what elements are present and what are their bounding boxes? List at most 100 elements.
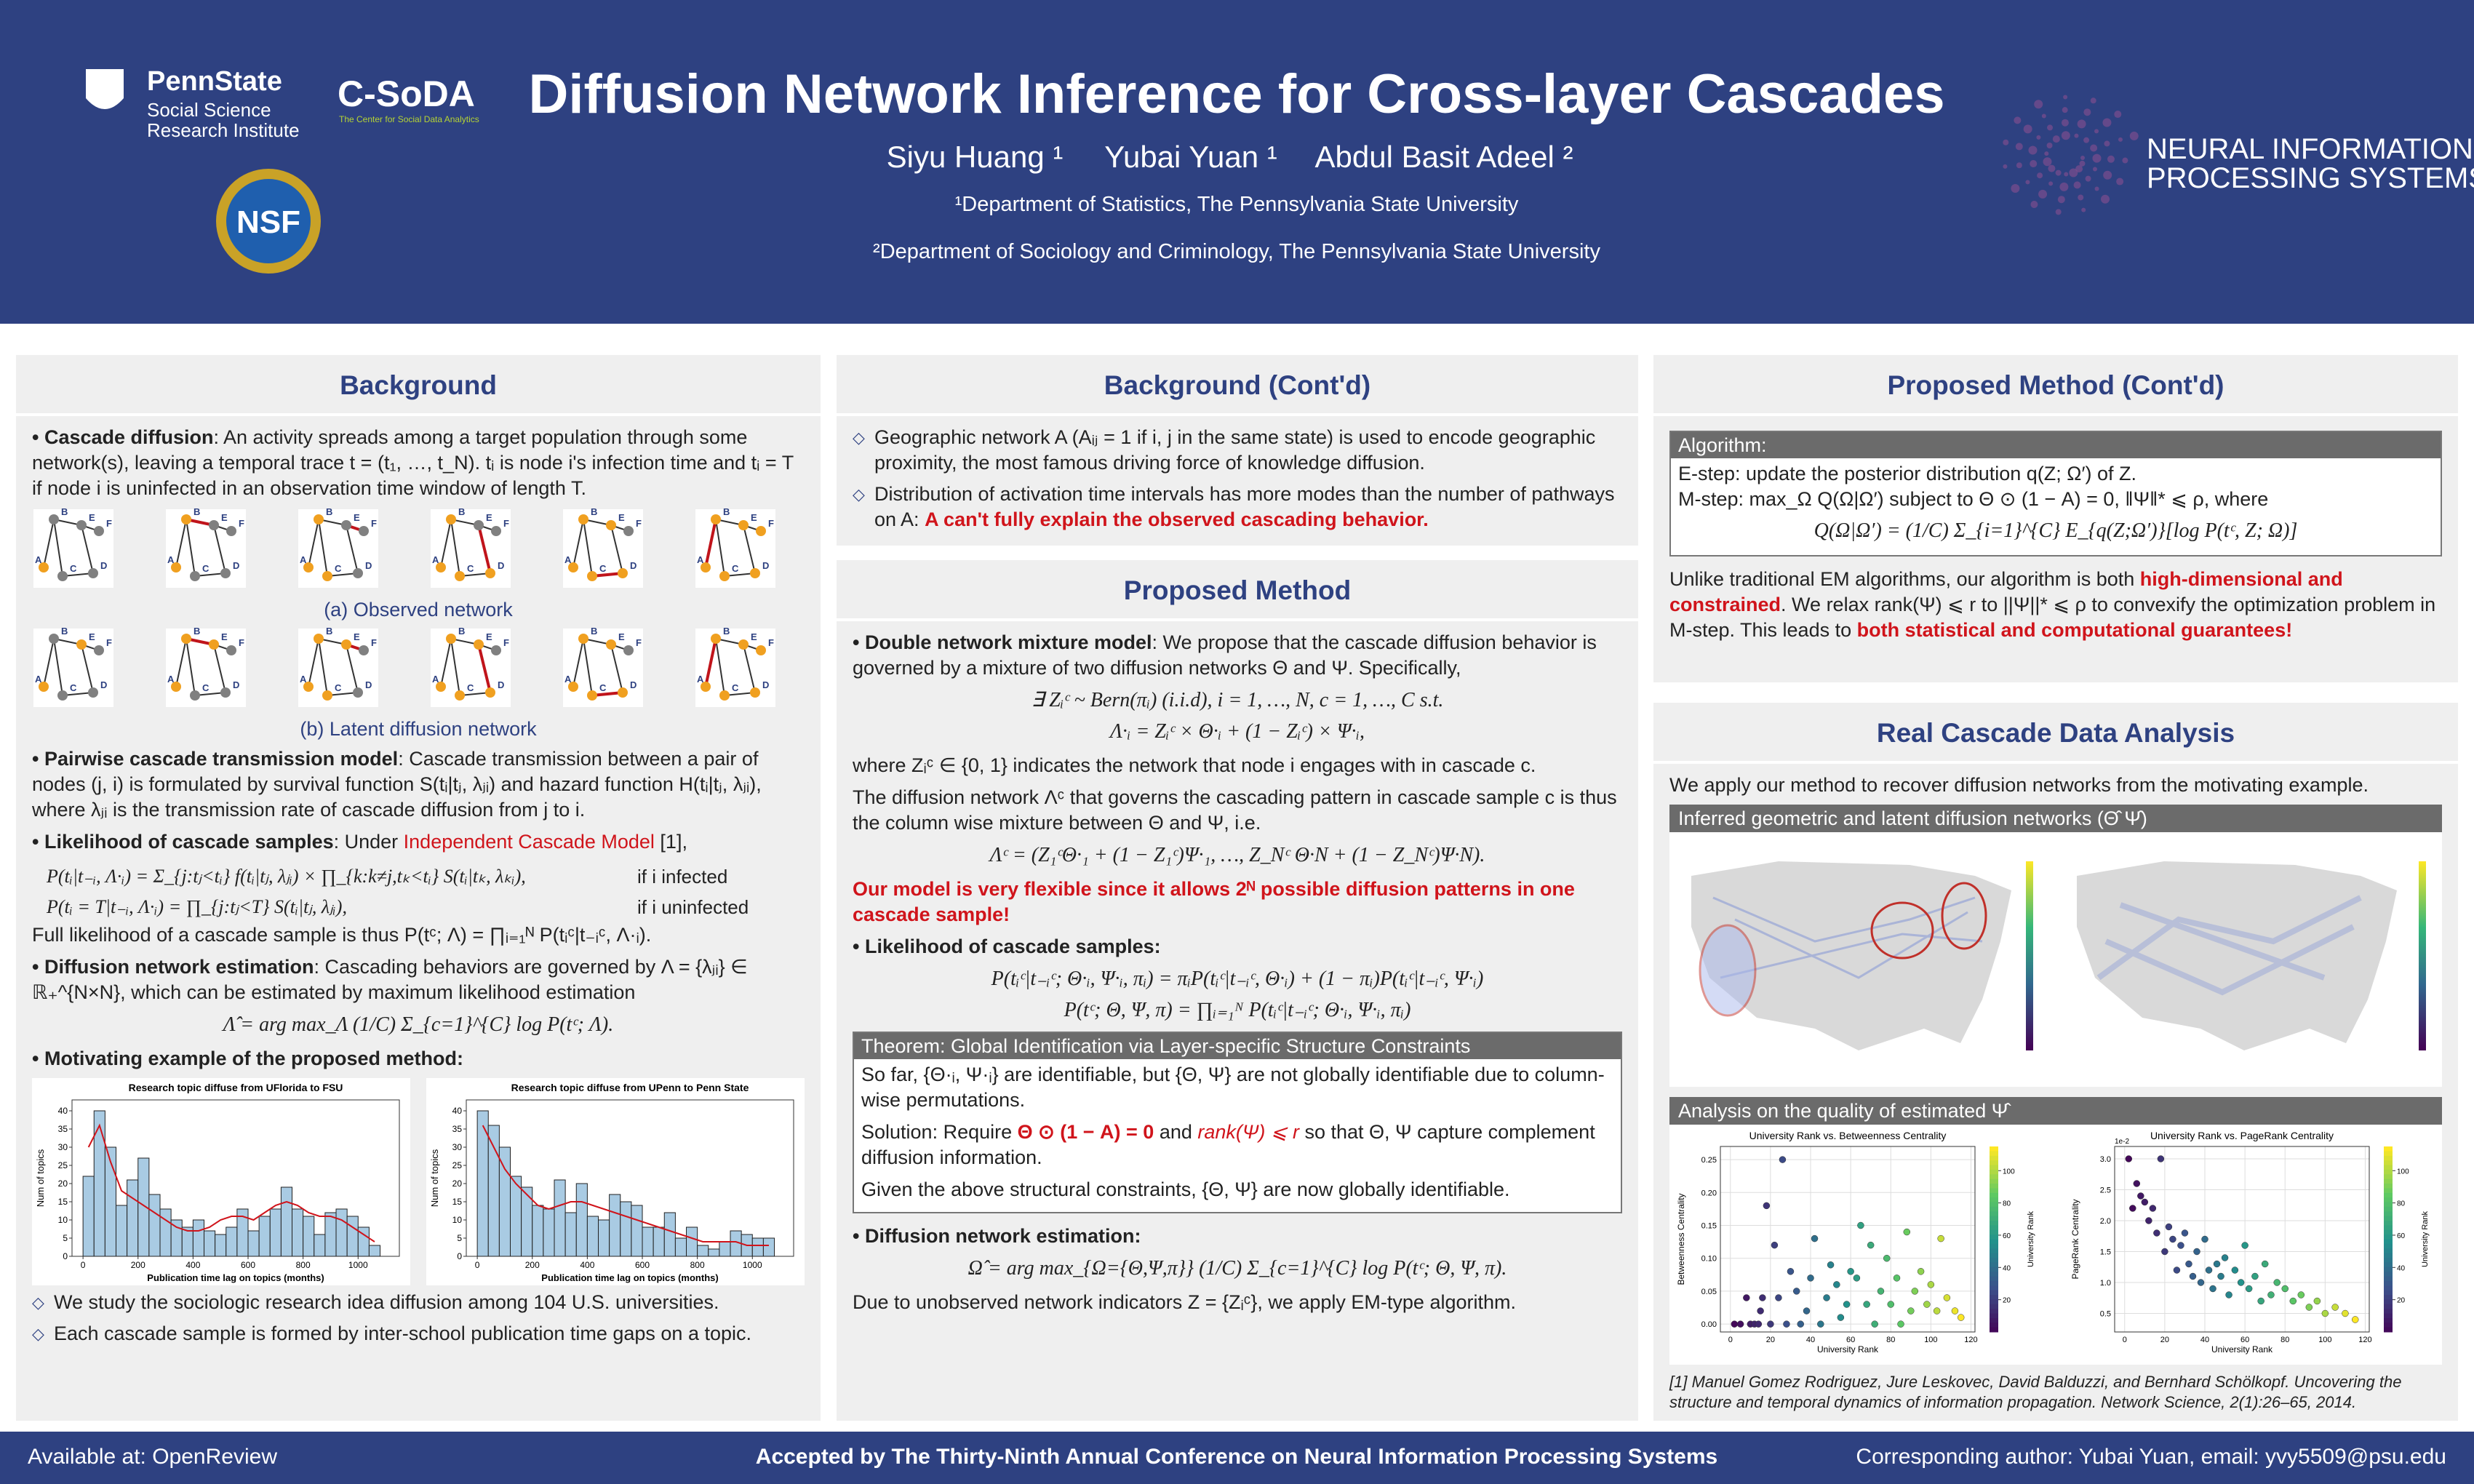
point [2189,1272,2197,1280]
node-label: F [239,518,244,529]
node-label: A [697,554,704,565]
colorbar-cell [2384,1248,2393,1254]
node-label: B [458,508,465,517]
bar [719,1241,731,1257]
node [88,687,98,698]
node-label: B [193,627,200,637]
node [181,634,191,644]
node [436,682,446,692]
edge [185,638,196,696]
edge [175,638,187,687]
point [1763,1202,1771,1210]
node-label: A [300,674,307,685]
poster-title: Diffusion Network Inference for Cross-la… [528,63,1944,125]
node-label: D [233,560,239,571]
panel-body: • Double network mixture model: We propo… [837,621,1638,1315]
reference: [1] Manuel Gomez Rodriguez, Jure Leskove… [1669,1373,2402,1411]
logo-dot [2055,169,2062,176]
edge [194,692,226,696]
y-tick-label: 0.05 [1701,1288,1717,1296]
colorbar-tick-label: 20 [2003,1297,2011,1305]
colorbar-cell [1990,1151,1998,1157]
logo-dot [2114,111,2122,119]
x-tick-label: 60 [1846,1336,1855,1344]
paragraph: Our model is very flexible since it allo… [853,878,1575,925]
point [2173,1266,2181,1274]
point [1883,1254,1891,1262]
colorbar-cell [2384,1229,2393,1235]
x-tick-label: 1000 [743,1260,762,1270]
bar [148,1194,161,1257]
lead: • Likelihood of cascade samples [32,831,334,853]
logo-dot [2092,167,2097,172]
point [2251,1272,2259,1280]
logo-dot [2023,124,2032,134]
logo-dot [2011,183,2020,193]
node-label: C [202,682,210,693]
colorbar-cell [2384,1174,2393,1180]
colorbar-cell [2384,1211,2393,1217]
colorbar-cell [1990,1317,1998,1323]
node-label: A [35,674,42,685]
bar [357,1226,370,1257]
network-thumbnail: A B C D EF [695,506,775,588]
logo-dot [2003,139,2009,145]
bar [159,1208,172,1257]
panel-heading: Background [16,355,821,416]
y-tick-label: 0.00 [1701,1320,1717,1329]
node [76,520,87,530]
colorbar-cell [2384,1304,2393,1309]
paragraph: Given the above structural constraints, … [861,1178,1510,1200]
logo-dot [2061,119,2069,127]
network-thumbnail: A B C D EF [431,506,511,588]
text: : We propose that the cascade diffusion … [853,631,1597,679]
y-tick-label: 5 [457,1233,462,1243]
logo-dot [2094,129,2099,134]
edge [743,644,756,693]
paragraph: M-step: max_Ω Q(Ω|Ω′) subject to Θ ⊙ (1 … [1678,488,2269,510]
paragraph: • Likelihood of cascade samples: Under I… [32,829,805,855]
point [1792,1288,1800,1295]
edge [715,519,725,577]
logo-dot [2122,157,2128,164]
point [2281,1285,2289,1293]
paragraph: where Zᵢᶜ ∈ {0, 1} indicates the network… [853,754,1536,776]
colorbar-cell [1990,1299,1998,1305]
point [2125,1155,2133,1162]
edge [459,573,491,577]
logo-text: NEURAL INFORMATION [2147,133,2473,165]
node-label: B [61,508,68,517]
y-tick-label: 0.25 [1701,1156,1717,1165]
colorbar-cell [2384,1323,2393,1328]
logo-dot [2034,100,2043,109]
logo-dot [2079,160,2086,167]
point [2141,1198,2149,1206]
bar [762,1237,775,1257]
colorbar-cell [2384,1253,2393,1258]
theorem-box: Theorem: Global Identification via Layer… [853,1032,1622,1213]
map [1691,861,2033,1050]
node-label: D [498,679,504,690]
lead: • Pairwise cascade transmission model [32,748,399,770]
point [2157,1155,2165,1162]
node [359,526,369,536]
author: Siyu Huang ¹ [887,140,1064,174]
edge [440,638,452,687]
node [750,568,760,578]
point [1877,1288,1885,1295]
network-thumbnail: A B C D EF [563,506,643,588]
node-label: F [371,518,377,529]
node-label: F [106,518,112,529]
colorbar-cell [1990,1229,1998,1235]
logo-dot [2059,182,2069,191]
point [1797,1320,1804,1328]
logo-dot [2030,201,2038,209]
edge [724,692,756,696]
node [756,645,766,655]
point [2137,1192,2144,1200]
point [2193,1248,2200,1256]
colorbar-cell [1990,1234,1998,1240]
colorbar-cell [1990,1272,1998,1277]
point [2261,1260,2269,1268]
figure-title: University Rank vs. Betweenness Centrali… [1749,1130,1947,1141]
